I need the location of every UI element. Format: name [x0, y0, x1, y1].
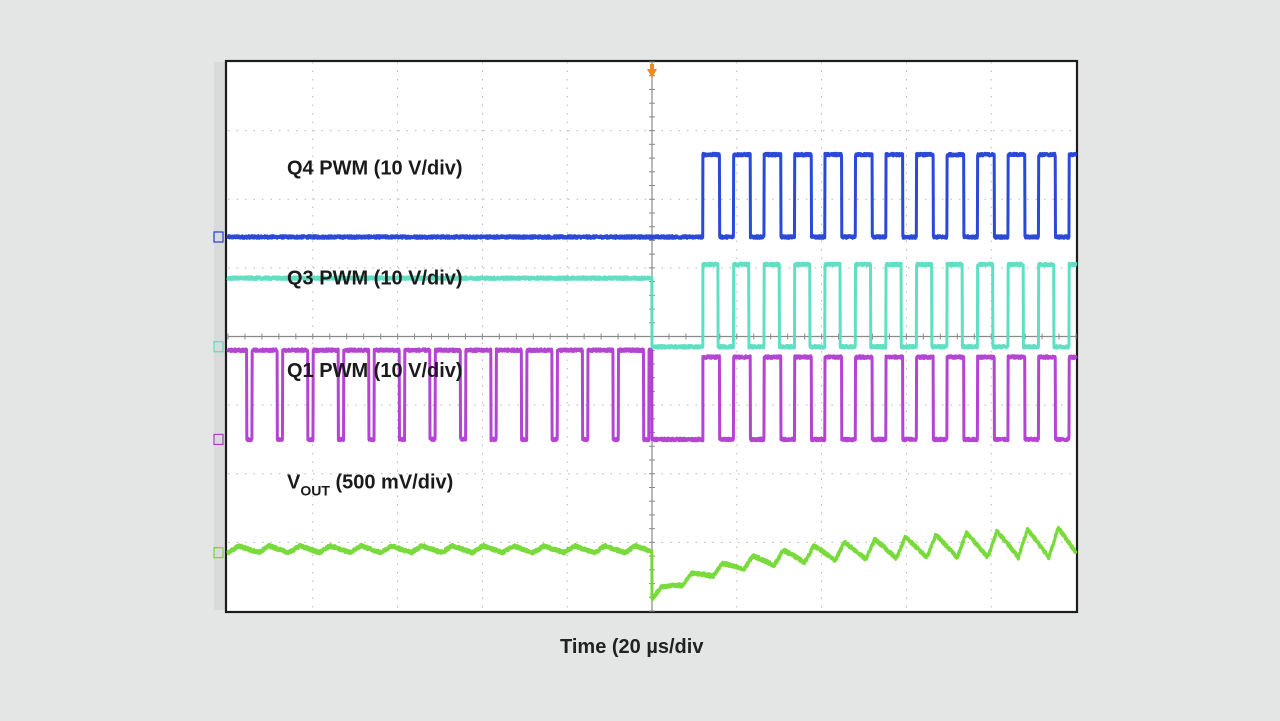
- channel-markers: [213, 231, 224, 559]
- channel-marker-3: [213, 433, 224, 446]
- trace-line-4: [226, 525, 1078, 602]
- trigger-marker-icon: [647, 64, 657, 78]
- trace-label-4: VOUT (500 mV/div): [287, 471, 453, 498]
- channel-marker-1: [213, 231, 224, 243]
- waveform-traces: [226, 151, 1078, 602]
- trace-line-3: [226, 347, 1078, 443]
- left-edge-strip: [214, 62, 226, 610]
- channel-marker-4: [213, 547, 224, 559]
- trace-labels: Q4 PWM (10 V/div) Q3 PWM (10 V/div) Q1 PWM…: [287, 158, 463, 499]
- trace-line-2: [226, 261, 1078, 350]
- channel-marker-2: [213, 341, 224, 353]
- x-axis-label: Time (20 µs/div: [560, 636, 704, 658]
- trace-line-1: [226, 151, 1078, 240]
- trace-label-1: Q4 PWM (10 V/div): [287, 158, 463, 180]
- trace-label-2: Q3 PWM (10 V/div): [287, 267, 463, 289]
- trace-label-3: Q1 PWM (10 V/div): [287, 360, 463, 382]
